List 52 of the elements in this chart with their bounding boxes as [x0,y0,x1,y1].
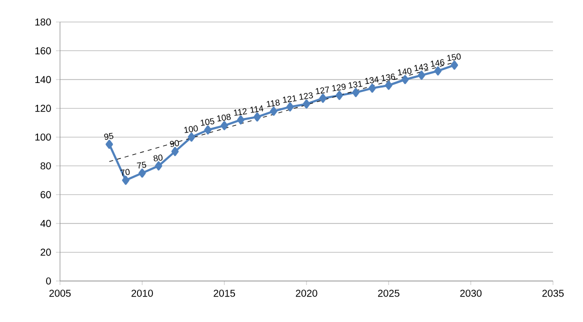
data-label: 140 [398,68,412,76]
data-label: 80 [154,154,163,162]
y-tick-label: 100 [35,134,51,141]
data-label: 131 [348,80,362,88]
point [171,146,179,156]
point [270,106,278,116]
data-label: 127 [316,86,329,94]
point [254,112,261,122]
data-label: 121 [282,95,297,103]
data-label: 90 [170,140,179,147]
x-tick-label: 2005 [49,290,71,297]
y-tick-label: 140 [35,76,51,84]
point [401,75,409,84]
data-label: 118 [266,100,280,108]
y-tick-label: 60 [40,191,51,198]
data-label: 114 [250,105,264,113]
x-tick-label: 2015 [214,290,236,297]
y-tick-label: 80 [40,162,51,170]
y-tick-label: 120 [35,104,51,112]
x-tick-label: 2020 [296,290,318,297]
data-label: 150 [447,53,461,62]
x-tick-label: 2025 [378,290,400,297]
y-tick-label: 180 [35,18,51,26]
data-label: 146 [430,59,444,67]
point [154,161,162,170]
data-label: 75 [136,162,146,169]
data-label: 134 [365,76,379,84]
point [188,132,196,142]
data-label: 143 [414,64,428,72]
point [106,140,113,149]
data-label: 105 [200,118,214,126]
y-tick-label: 20 [40,248,51,256]
point [138,168,146,178]
data-label: 112 [234,108,248,116]
point [352,88,360,98]
data-label: 136 [382,74,396,82]
x-tick-label: 2035 [542,290,564,297]
x-tick-label: 2030 [460,290,482,297]
point [122,176,130,185]
y-tick-label: 0 [46,277,51,285]
data-label: 129 [332,84,346,92]
y-tick-label: 160 [35,47,51,54]
y-tick-label: 40 [40,220,51,227]
data-label: 123 [299,92,313,100]
data-label: 108 [217,114,231,122]
point [302,99,310,109]
data-label: 70 [120,168,130,176]
data-label: 100 [184,125,198,134]
point [450,60,458,70]
x-tick-label: 2010 [132,290,153,297]
point [220,121,228,130]
data-label: 95 [104,132,114,140]
